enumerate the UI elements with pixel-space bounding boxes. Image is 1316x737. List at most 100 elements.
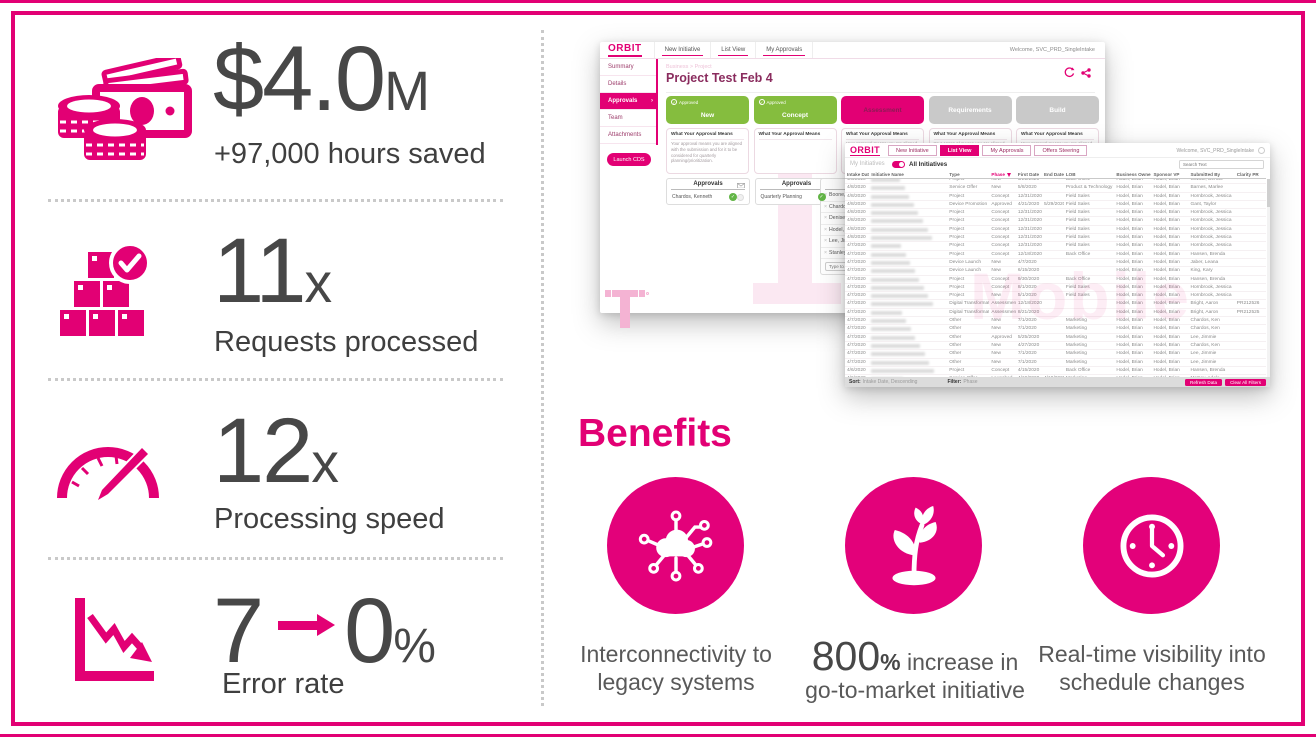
sidebar-item-approvals[interactable]: Approvals › (600, 93, 658, 110)
sidebar-item-details[interactable]: Details (600, 76, 658, 93)
remove-icon[interactable]: × (824, 226, 828, 233)
filter-funnel-icon[interactable] (1006, 172, 1011, 177)
cell-intake-date: 4/7/2020 (847, 309, 866, 315)
scrollbar[interactable] (1266, 179, 1270, 377)
initiative-row[interactable]: 4/7/2020 Other New 7/1/2020 Marketing Hodel, … (845, 325, 1266, 334)
remove-icon[interactable]: × (824, 215, 828, 221)
initiative-row[interactable]: 4/8/2020 Service Offer New 5/8/2020 Product … (845, 184, 1266, 193)
launch-cds-button[interactable]: Launch CDS (607, 153, 651, 166)
nav-list-view[interactable]: List View (710, 42, 755, 58)
cell-initiative-name-redacted (869, 226, 947, 233)
table-cell (1064, 267, 1115, 274)
sidebar-item-attachments[interactable]: Attachments (600, 127, 658, 144)
nav-list-view[interactable]: List View (939, 144, 980, 156)
initiative-row[interactable]: 4/7/2020 Digital TransformationAssessment… (845, 309, 1266, 318)
nav-new-initiative[interactable]: New Initiative (653, 42, 711, 58)
initiative-row[interactable]: 4/7/2020 Other New 4/27/2020 Marketing Hodel,… (845, 342, 1266, 351)
initiative-row[interactable]: 4/7/2020 Device Launch New 6/15/2020 Hodel, … (845, 267, 1266, 276)
stage-requirements[interactable]: Requirements (928, 96, 1012, 124)
nav-my-approvals[interactable]: My Approvals (982, 144, 1032, 156)
table-cell: Project (949, 243, 965, 249)
refresh-icon[interactable] (1064, 67, 1075, 78)
column-header-business-owner[interactable]: Business Owner (1116, 172, 1152, 177)
table-cell: New (991, 318, 1001, 324)
column-header-clarity-pr-[interactable]: Clarity PR # (1236, 172, 1261, 177)
remove-icon[interactable]: × (824, 203, 828, 210)
initiative-row[interactable]: 4/7/2020 Other New 7/1/2020 Marketing Hodel, … (845, 350, 1266, 359)
table-cell (1042, 234, 1064, 241)
table-cell (1235, 284, 1260, 291)
initiative-row[interactable]: 4/8/2020 Project Concept 12/31/2020 Field Sa… (845, 209, 1266, 218)
approval-toggle[interactable]: ✓ (729, 193, 744, 201)
approver-row[interactable]: Chardos, Kenneth ✓ (667, 190, 749, 204)
column-header-phase[interactable]: Phase (989, 170, 1016, 178)
initiative-row[interactable]: 4/8/2020 Project Concept 12/31/2020 Field Sa… (845, 193, 1266, 201)
initiative-row[interactable]: 4/7/2020 Project Concept 9/30/2020 Back Offi… (845, 276, 1266, 284)
initiative-row[interactable]: 4/7/2020 Project New 5/1/2020 Field Sales Hod… (845, 292, 1266, 301)
nav-my-approvals[interactable]: My Approvals (755, 42, 814, 58)
column-header-sponsor-vp[interactable]: Sponsor VP (1153, 172, 1180, 177)
table-cell: Hornbrook, Jessica (1190, 243, 1232, 249)
cell-initiative-name-redacted (869, 209, 947, 216)
initiative-row[interactable]: 4/8/2020 Project Concept 12/31/2020 Field Sa… (845, 226, 1266, 235)
column-header-type[interactable]: Type (949, 172, 960, 177)
table-cell: 5/25/2020 (1017, 334, 1040, 340)
column-header-intake-date[interactable]: Intake Date (847, 172, 870, 177)
initiative-row[interactable]: 4/7/2020 Project Concept 8/1/2020 Field Sale… (845, 284, 1266, 293)
stage-new[interactable]: ✓ Approved New (666, 96, 749, 124)
clear-all-filters-button[interactable]: Clear All Filters (1225, 378, 1266, 386)
nav-offers-steering[interactable]: Offers Steering (1034, 144, 1088, 156)
remove-icon[interactable]: × (824, 238, 828, 244)
initiative-row[interactable]: 4/8/2020 Project New 5/21/2020 Back Office Ho… (845, 179, 1266, 185)
stage-concept[interactable]: ✓ Approved Concept (753, 96, 837, 124)
initiative-row[interactable]: 4/8/2020 Project Concept 12/31/2020 Field Sa… (845, 234, 1266, 243)
column-header-initiative-name[interactable]: Initiative Name (871, 172, 904, 177)
table-cell: Hodel, Brian (1153, 251, 1180, 257)
stage-assessment[interactable]: Assessment (841, 96, 924, 124)
initiative-row[interactable]: 4/7/2020 Other New 7/1/2020 Marketing Hodel, … (845, 317, 1266, 326)
initiative-row[interactable]: 4/7/2020 Other Approved 5/25/2020 Marketing H… (845, 334, 1266, 342)
metric-label: +97,000 hours saved (214, 138, 486, 170)
column-header-end-date[interactable]: End Date (1043, 172, 1064, 177)
filter-toggle-row: My Initiatives All Initiatives (845, 158, 1270, 170)
money-icon (58, 58, 192, 160)
initiative-row[interactable]: 4/7/2020 Project Concept 12/18/2020 Back Off… (845, 251, 1266, 259)
table-cell (1235, 276, 1260, 283)
cell-initiative-name-redacted (869, 251, 947, 258)
table-cell: Hodel, Brian (1116, 218, 1143, 224)
table-cell: Hodel, Brian (1116, 367, 1143, 373)
nav-new-initiative[interactable]: New Initiative (888, 144, 937, 156)
envelope-icon[interactable] (737, 182, 745, 193)
stage-build[interactable]: Build (1016, 96, 1099, 124)
table-cell: Hodel, Brian (1153, 185, 1180, 191)
table-cell: New (991, 268, 1001, 274)
column-header-lob[interactable]: LOB (1065, 172, 1076, 177)
table-cell (1235, 292, 1260, 299)
tmobile-logo (605, 282, 649, 328)
table-cell: Hodel, Brian (1116, 318, 1143, 324)
remove-icon[interactable]: × (824, 192, 828, 198)
initiative-row[interactable]: 4/7/2020 Device Launch New 4/7/2020 Hodel, B… (845, 259, 1266, 268)
table-cell (1042, 359, 1064, 366)
initiative-row[interactable]: 4/8/2020 Device Promotion Approved 4/21/202… (845, 201, 1266, 210)
table-cell: New (991, 326, 1001, 332)
search-input[interactable] (1179, 159, 1264, 169)
initiative-row[interactable]: 4/7/2020 Project Concept 12/31/2020 Field Sa… (845, 242, 1266, 251)
user-avatar-icon[interactable] (1258, 147, 1265, 154)
arrow-right-icon (278, 614, 336, 637)
table-cell (1042, 242, 1064, 249)
initiative-row[interactable]: 4/7/2020 Other New 7/1/2020 Marketing Hodel, … (845, 359, 1266, 367)
initiative-row[interactable]: 4/8/2020 Project Concept 12/31/2020 Field Sa… (845, 217, 1266, 226)
initiatives-toggle[interactable] (892, 161, 905, 168)
column-header-first-date[interactable]: First Date (1017, 172, 1040, 177)
share-icon[interactable] (1081, 67, 1091, 78)
initiative-row[interactable]: 4/6/2020 Project Concept 4/15/2020 Back Offi… (845, 366, 1266, 376)
initiative-row[interactable]: 4/7/2020 Digital TransformationAssessment… (845, 300, 1266, 309)
remove-icon[interactable]: × (824, 249, 828, 256)
refresh-data-button[interactable]: Refresh Data (1185, 378, 1223, 386)
sidebar-item-summary[interactable]: Summary (600, 59, 658, 76)
table-cell: Hodel, Brian (1116, 251, 1143, 257)
column-header-submitted-by[interactable]: Submitted By (1190, 172, 1221, 177)
sidebar-item-team[interactable]: Team (600, 110, 658, 127)
